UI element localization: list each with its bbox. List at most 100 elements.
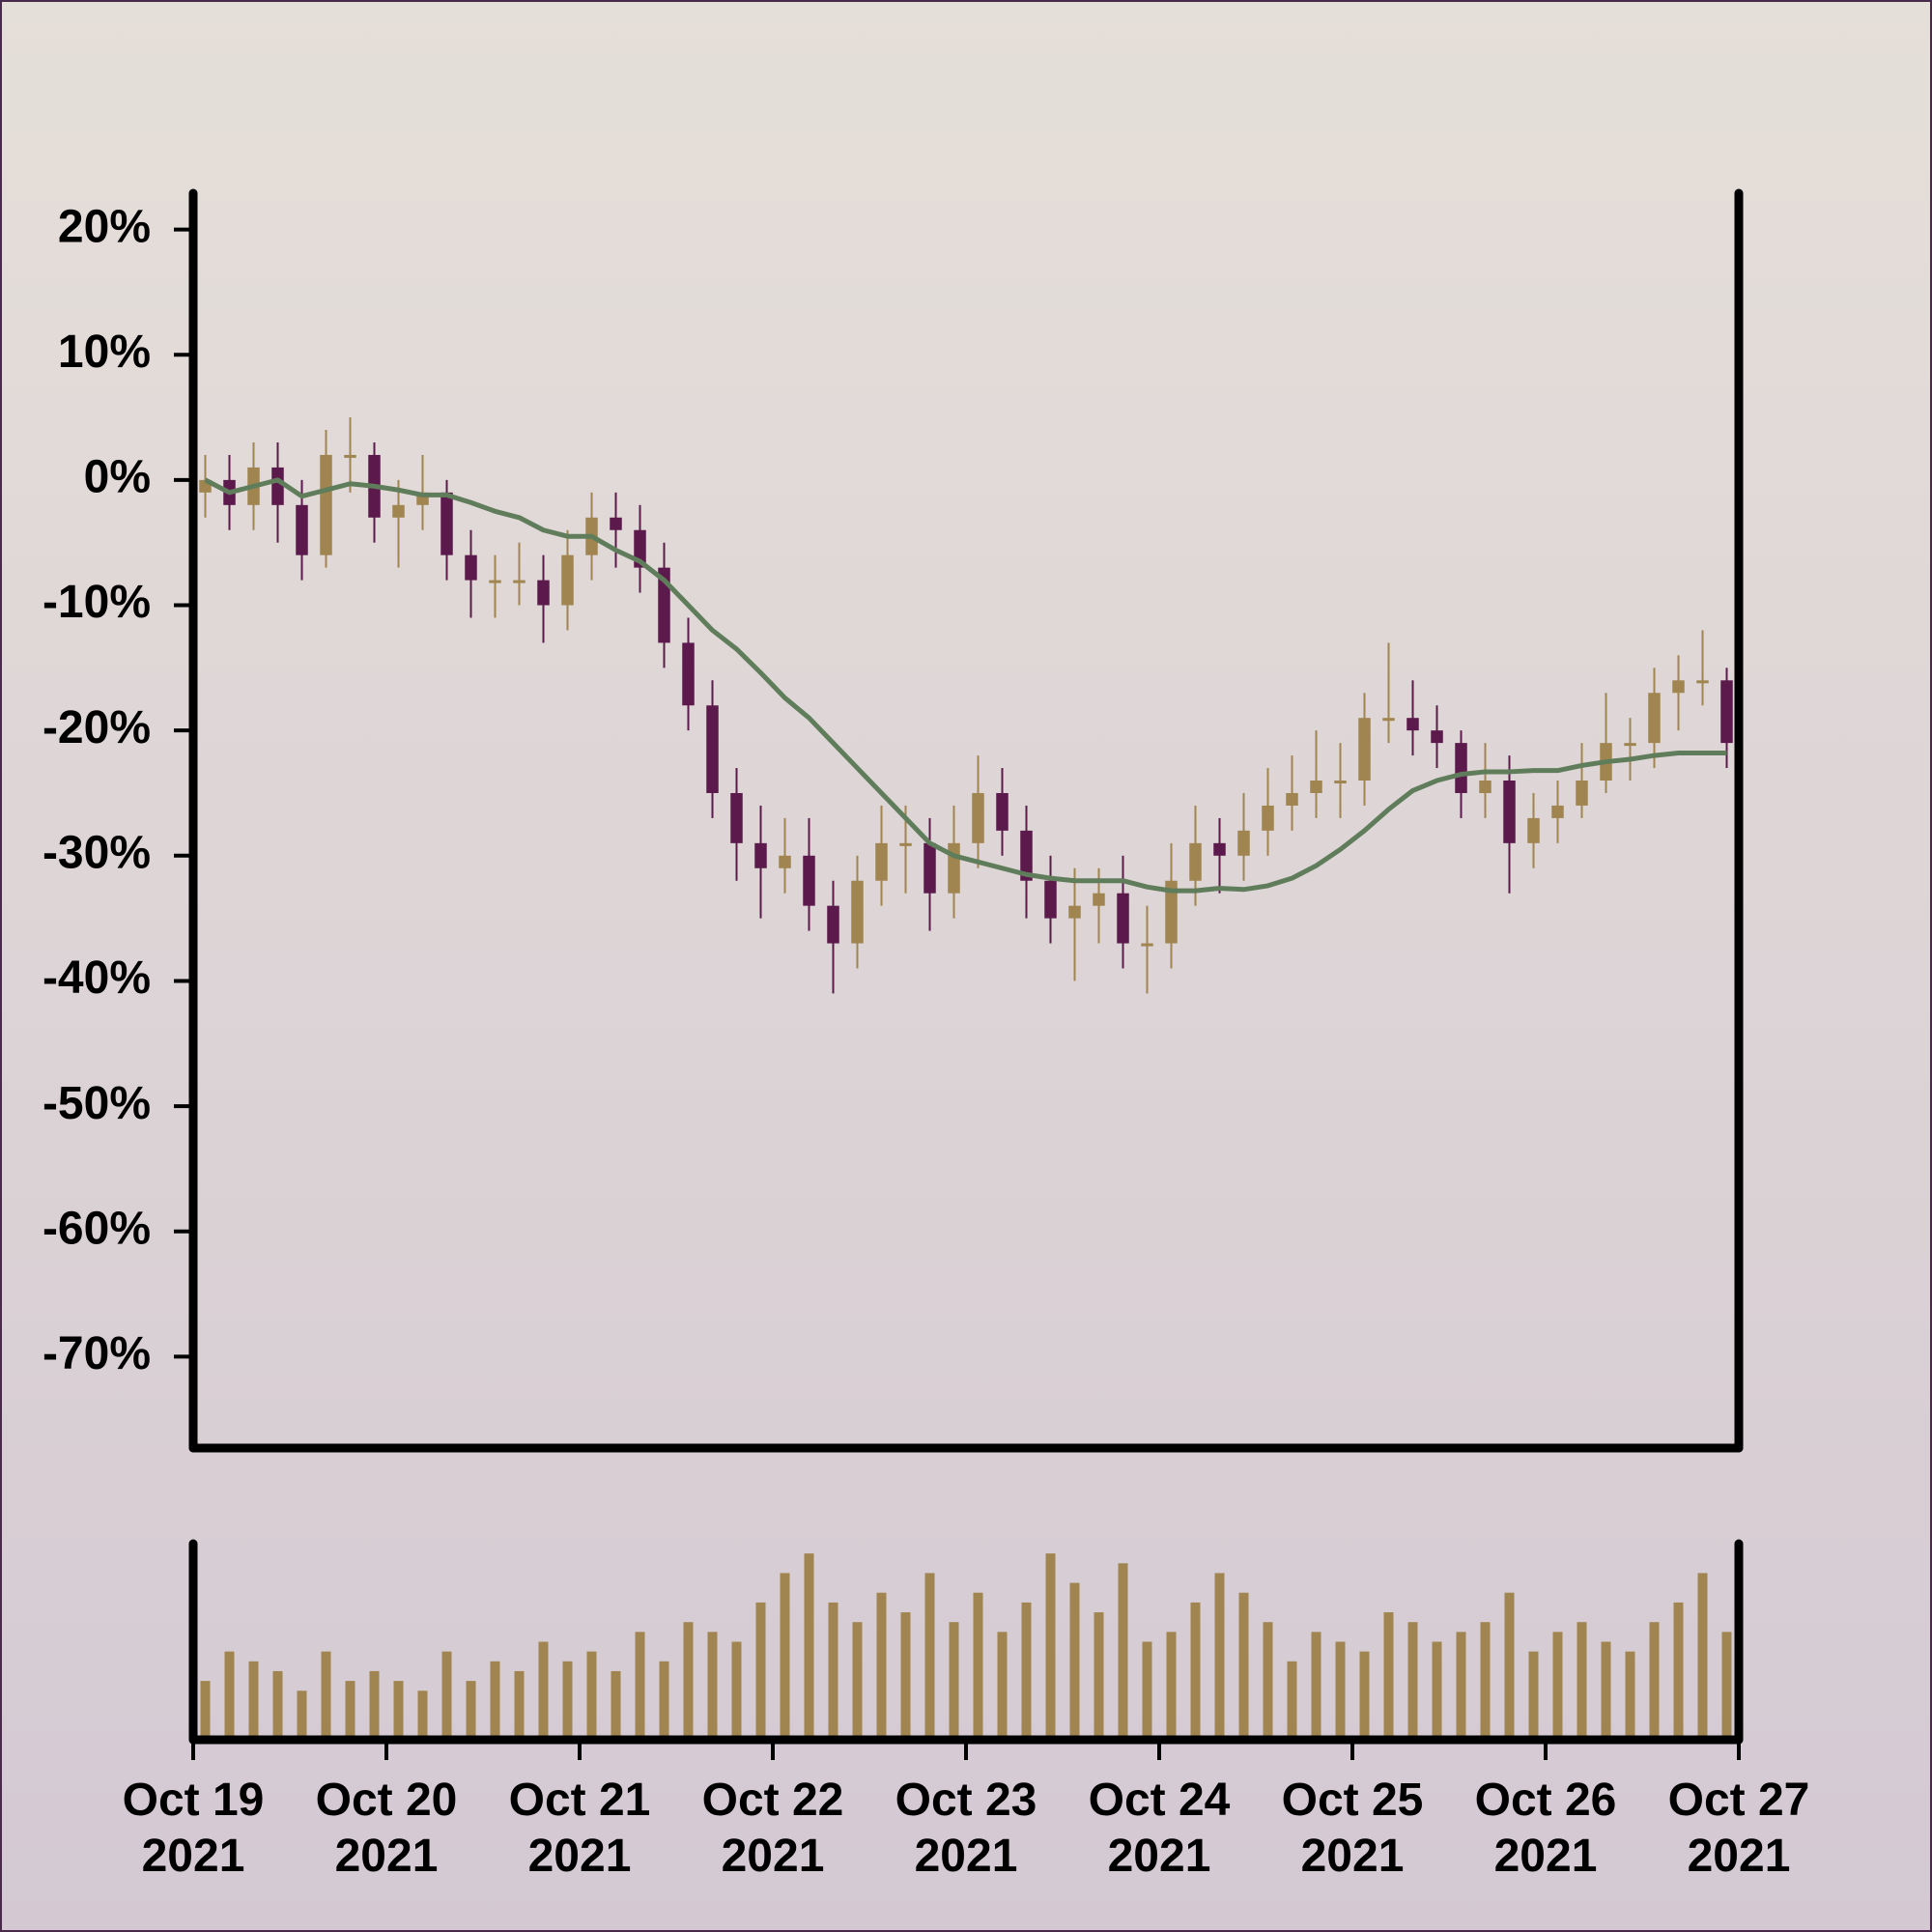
volume-bar — [1601, 1641, 1611, 1740]
y-tick-label: -30% — [43, 827, 151, 878]
volume-bar — [417, 1690, 428, 1740]
volume-bar — [755, 1602, 766, 1740]
marks — [199, 417, 1733, 1740]
y-tick-label: 10% — [58, 327, 151, 378]
candle-body — [1093, 893, 1105, 906]
volume-bar — [1407, 1622, 1418, 1740]
candle-body — [923, 842, 936, 894]
x-tick-label: Oct 19 2021 — [123, 1775, 265, 1882]
candle-body — [1672, 680, 1685, 694]
candle-body — [1165, 880, 1178, 944]
volume-bar — [611, 1670, 621, 1740]
candle-body — [1044, 880, 1057, 919]
candle-body — [1479, 781, 1492, 793]
candle-body — [296, 504, 308, 555]
candle-body — [465, 554, 477, 581]
candle-body — [730, 792, 743, 843]
volume-bar — [924, 1573, 935, 1740]
volume-bar — [562, 1661, 573, 1740]
y-tick-label: -20% — [43, 702, 151, 753]
volume-bar — [1480, 1622, 1491, 1740]
y-tick-label: -10% — [43, 577, 151, 628]
candle-body — [875, 842, 888, 881]
volume-bar — [828, 1602, 838, 1740]
x-tick-label: Oct 27 2021 — [1668, 1775, 1810, 1882]
candle-body — [1624, 743, 1636, 747]
candle-body — [392, 504, 405, 518]
volume-bar — [490, 1661, 500, 1740]
candle-body — [754, 842, 767, 868]
candle-body — [1141, 943, 1153, 947]
candle-body — [1406, 718, 1419, 731]
volume-bar — [780, 1573, 790, 1740]
volume-bar — [1069, 1582, 1080, 1740]
candle-body — [1503, 781, 1516, 843]
volume-bar — [272, 1670, 283, 1740]
candle-body — [1237, 830, 1250, 856]
volume-bar — [1166, 1632, 1177, 1740]
volume-bar — [1456, 1632, 1466, 1740]
candle-body — [827, 905, 839, 944]
y-tick-label: -50% — [43, 1078, 151, 1129]
volume-bar — [1552, 1632, 1563, 1740]
candle-body — [1020, 830, 1033, 881]
volume-bar — [1335, 1641, 1346, 1740]
x-tick-label: Oct 25 2021 — [1282, 1775, 1424, 1882]
candle-body — [851, 880, 864, 944]
candle-body — [344, 454, 356, 458]
volume-bar — [1649, 1622, 1660, 1740]
x-tick-label: Oct 26 2021 — [1475, 1775, 1617, 1882]
volume-bar — [1673, 1602, 1684, 1740]
candle-body — [1696, 680, 1709, 684]
candle-body — [1286, 792, 1298, 806]
volume-bar — [949, 1622, 959, 1740]
volume-bar — [997, 1632, 1008, 1740]
y-tick-label: -60% — [43, 1203, 151, 1254]
candle-body — [1382, 718, 1395, 722]
candle-body — [561, 554, 574, 606]
x-tick-label: Oct 23 2021 — [895, 1775, 1037, 1882]
volume-bar — [441, 1651, 452, 1740]
volume-bar — [635, 1632, 645, 1740]
x-tick-label: Oct 22 2021 — [702, 1775, 844, 1882]
y-tick-label: -70% — [43, 1328, 151, 1379]
candle-body — [1551, 805, 1564, 818]
volume-bar — [369, 1670, 380, 1740]
volume-bar — [1697, 1573, 1708, 1740]
candle-body — [1720, 680, 1733, 744]
volume-bar — [1311, 1632, 1321, 1740]
volume-bar — [1263, 1622, 1273, 1740]
volume-bar — [466, 1681, 476, 1740]
volume-bar — [876, 1592, 887, 1740]
candle-body — [537, 580, 550, 606]
y-tick-label: -40% — [43, 952, 151, 1004]
volume-bar — [731, 1641, 742, 1740]
volume-bar — [200, 1681, 211, 1740]
candle-body — [803, 855, 815, 906]
candle-body — [1213, 842, 1226, 856]
candle-body — [1189, 842, 1202, 881]
candle-body — [1334, 781, 1347, 784]
volume-bar — [1238, 1592, 1249, 1740]
candle-body — [706, 705, 719, 793]
volume-bar — [1045, 1553, 1056, 1740]
candle-body — [1310, 781, 1322, 793]
volume-bar — [1504, 1592, 1515, 1740]
y-tick-label: 0% — [84, 452, 151, 503]
volume-bar — [586, 1651, 597, 1740]
volume-bar — [248, 1661, 259, 1740]
candle-body — [996, 792, 1009, 831]
volume-bar — [514, 1670, 525, 1740]
volume-bar — [1577, 1622, 1587, 1740]
volume-bar — [1021, 1602, 1032, 1740]
candle-body — [972, 792, 984, 843]
volume-bar — [1625, 1651, 1635, 1740]
volume-bar — [224, 1651, 235, 1740]
candle-body — [489, 580, 501, 583]
candle-body — [1262, 805, 1274, 831]
candle-body — [1431, 730, 1443, 744]
candle-body — [1068, 905, 1081, 919]
volume-bar — [1094, 1612, 1104, 1740]
